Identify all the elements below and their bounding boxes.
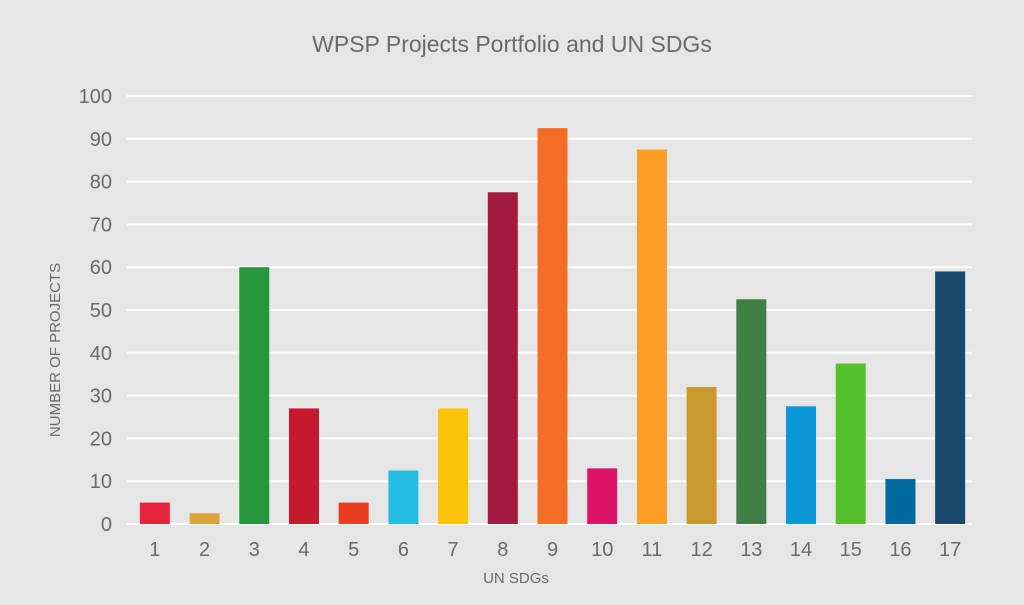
y-tick-label: 20	[90, 428, 112, 450]
x-tick-label: 4	[298, 539, 309, 561]
y-tick-label: 30	[90, 386, 112, 408]
bar-sdg-6	[388, 470, 419, 524]
bars	[139, 128, 966, 525]
x-tick-label: 15	[840, 539, 862, 561]
x-tick-label: 10	[591, 539, 613, 561]
bar-sdg-17	[935, 271, 966, 524]
x-tick-label: 13	[740, 539, 762, 561]
x-tick-label: 11	[642, 539, 663, 561]
x-tick-label: 3	[249, 539, 260, 561]
y-tick-label: 90	[90, 129, 112, 151]
bar-sdg-12	[686, 387, 717, 524]
bar-sdg-1	[139, 502, 170, 524]
x-tick-label: 17	[939, 539, 961, 561]
y-tick-label: 40	[90, 343, 112, 365]
y-tick-label: 80	[90, 172, 112, 194]
y-tick-label: 50	[90, 300, 112, 322]
x-tick-label: 6	[398, 539, 409, 561]
y-tick-label: 100	[79, 86, 112, 108]
bar-sdg-15	[835, 363, 866, 524]
x-tick-label: 16	[889, 539, 911, 561]
x-tick-label: 7	[448, 539, 459, 561]
y-tick-label: 60	[90, 257, 112, 279]
x-axis-title: UN SDGs	[483, 570, 549, 587]
x-tick-label: 9	[547, 539, 558, 561]
x-tick-label: 12	[690, 539, 712, 561]
bar-sdg-8	[487, 192, 518, 525]
x-tick-label: 1	[149, 539, 160, 561]
y-tick-label: 10	[90, 471, 112, 493]
y-axis-ticks: 0 10 20 30 40 50 60 70 80 90 100	[79, 86, 112, 536]
bar-sdg-3	[239, 267, 270, 524]
bar-sdg-9	[537, 128, 568, 524]
bar-sdg-10	[587, 468, 618, 524]
y-axis-title: NUMBER OF PROJECTS	[47, 263, 64, 437]
x-tick-label: 5	[348, 539, 359, 561]
bar-sdg-16	[885, 479, 916, 524]
y-tick-label: 0	[101, 514, 112, 536]
bar-sdg-7	[438, 408, 469, 524]
bar-sdg-5	[338, 502, 369, 524]
bar-sdg-11	[636, 149, 667, 524]
y-tick-label: 70	[90, 214, 112, 236]
bar-sdg-4	[288, 408, 319, 524]
x-tick-label: 8	[497, 539, 508, 561]
chart-title: WPSP Projects Portfolio and UN SDGs	[312, 31, 712, 57]
bar-sdg-13	[736, 299, 767, 524]
x-tick-label: 14	[790, 539, 812, 561]
bar-sdg-2	[189, 513, 220, 524]
x-tick-label: 2	[199, 539, 210, 561]
bar-sdg-14	[786, 406, 817, 524]
x-axis-ticks: 1 2 3 4 5 6 7 8 9 10 11 12 13 14 15 16 17	[149, 539, 961, 561]
